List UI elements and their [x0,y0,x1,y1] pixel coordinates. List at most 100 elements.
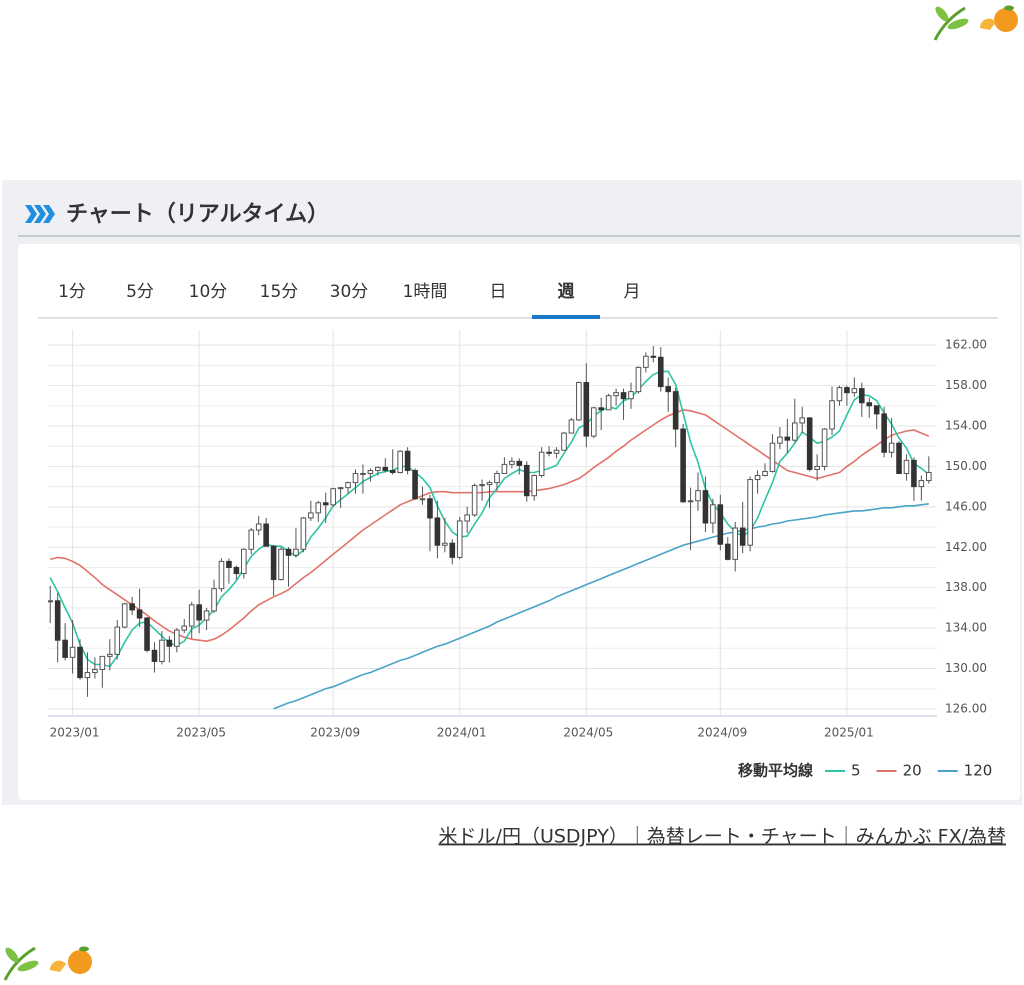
candle-body [665,386,672,393]
candle-body [680,428,686,503]
x-tick-label: 2024/01 [437,726,487,740]
candle-body [77,646,83,679]
candle-body [270,545,277,581]
header-icon [25,205,55,223]
candle-body [598,407,605,411]
candle-body [442,542,448,546]
candle-body [308,512,314,519]
candle-body [278,548,284,581]
tab[interactable]: 週 [558,282,575,302]
candle-body [687,500,694,503]
candle-body [509,460,515,465]
candle-body [181,625,188,631]
logo-icon [3,946,92,981]
candle-body [166,639,173,647]
candle-body [106,653,113,657]
chart-card [18,244,1020,800]
ma-line [273,503,929,710]
candle-body [69,646,76,658]
candle-body [330,488,336,506]
candle-body [159,639,165,662]
candle-body [92,669,98,674]
candle-body [449,542,456,558]
candle-body [486,482,493,486]
candle-body [903,459,910,474]
candle-body [747,479,753,546]
candle-body [546,451,552,454]
logo-icon [933,5,1018,41]
candle-body [114,626,121,655]
candle-body [300,517,307,550]
tab[interactable]: 日 [490,282,507,302]
candle-body [188,604,195,627]
candle-body [538,451,545,477]
candle-body [345,482,351,489]
candle-body [456,520,463,558]
tab-indicator [532,315,600,319]
candle-body [851,388,858,394]
candle-body [523,464,530,497]
candle-body [203,610,210,621]
candle-body [568,419,575,434]
tab[interactable]: 5分 [126,282,154,302]
candle-body [896,442,902,474]
candle-body [382,466,389,471]
candle-body [643,355,649,368]
candle-body [657,356,664,388]
candle-body [531,475,537,497]
x-tick-label: 2023/01 [50,726,100,740]
candle-body [583,382,590,437]
candle-body [888,442,895,453]
legend-label: 120 [964,762,993,780]
x-tick-label: 2023/09 [310,726,360,740]
candle-body [285,548,292,556]
candle-body [464,514,470,522]
y-tick-label: 126.00 [945,701,987,715]
legend-title: 移動平均線 [738,762,813,780]
candle-body [635,366,642,393]
candle-body [501,463,508,474]
tab[interactable]: 1時間 [403,282,448,302]
candle-body [881,413,887,453]
candle-body [293,548,299,556]
y-tick-label: 130.00 [945,661,987,675]
candle-body [412,469,418,500]
candle-body [777,436,783,444]
candle-body [315,502,322,514]
candle-body [732,527,739,560]
candle-body [926,471,932,482]
candle-body [174,629,180,647]
tab[interactable]: 15分 [260,282,299,302]
candle-body [858,388,865,404]
x-tick-label: 2025/01 [824,726,874,740]
footer-link[interactable]: 米ドル/円（USDJPY）｜為替レート・チャート｜みんかぶ FX/為替 [439,826,1006,848]
y-tick-label: 154.00 [945,418,987,432]
candle-body [576,382,582,421]
y-tick-label: 158.00 [945,378,987,392]
candle-body [352,472,359,484]
tab[interactable]: 1分 [58,282,86,302]
candle-body [248,529,255,550]
candle-body [605,395,612,411]
y-tick-label: 138.00 [945,580,987,594]
tab[interactable]: 30分 [330,282,369,302]
candle-body [322,502,329,506]
grid [48,330,937,716]
candle-body [516,460,523,466]
candle-body [233,566,240,575]
y-tick-label: 162.00 [945,338,987,352]
candle-body [397,450,403,473]
candle-body [121,603,128,628]
x-tick-label: 2024/05 [563,726,613,740]
tab[interactable]: 月 [624,282,641,302]
candle-body [918,480,925,488]
candle-body [814,465,820,470]
candle-body [836,387,843,402]
candle-body [367,469,374,474]
candle-body [672,391,679,430]
candle-body [151,649,158,662]
tab[interactable]: 10分 [189,282,228,302]
candle-body [702,490,709,524]
candle-body [434,517,441,546]
